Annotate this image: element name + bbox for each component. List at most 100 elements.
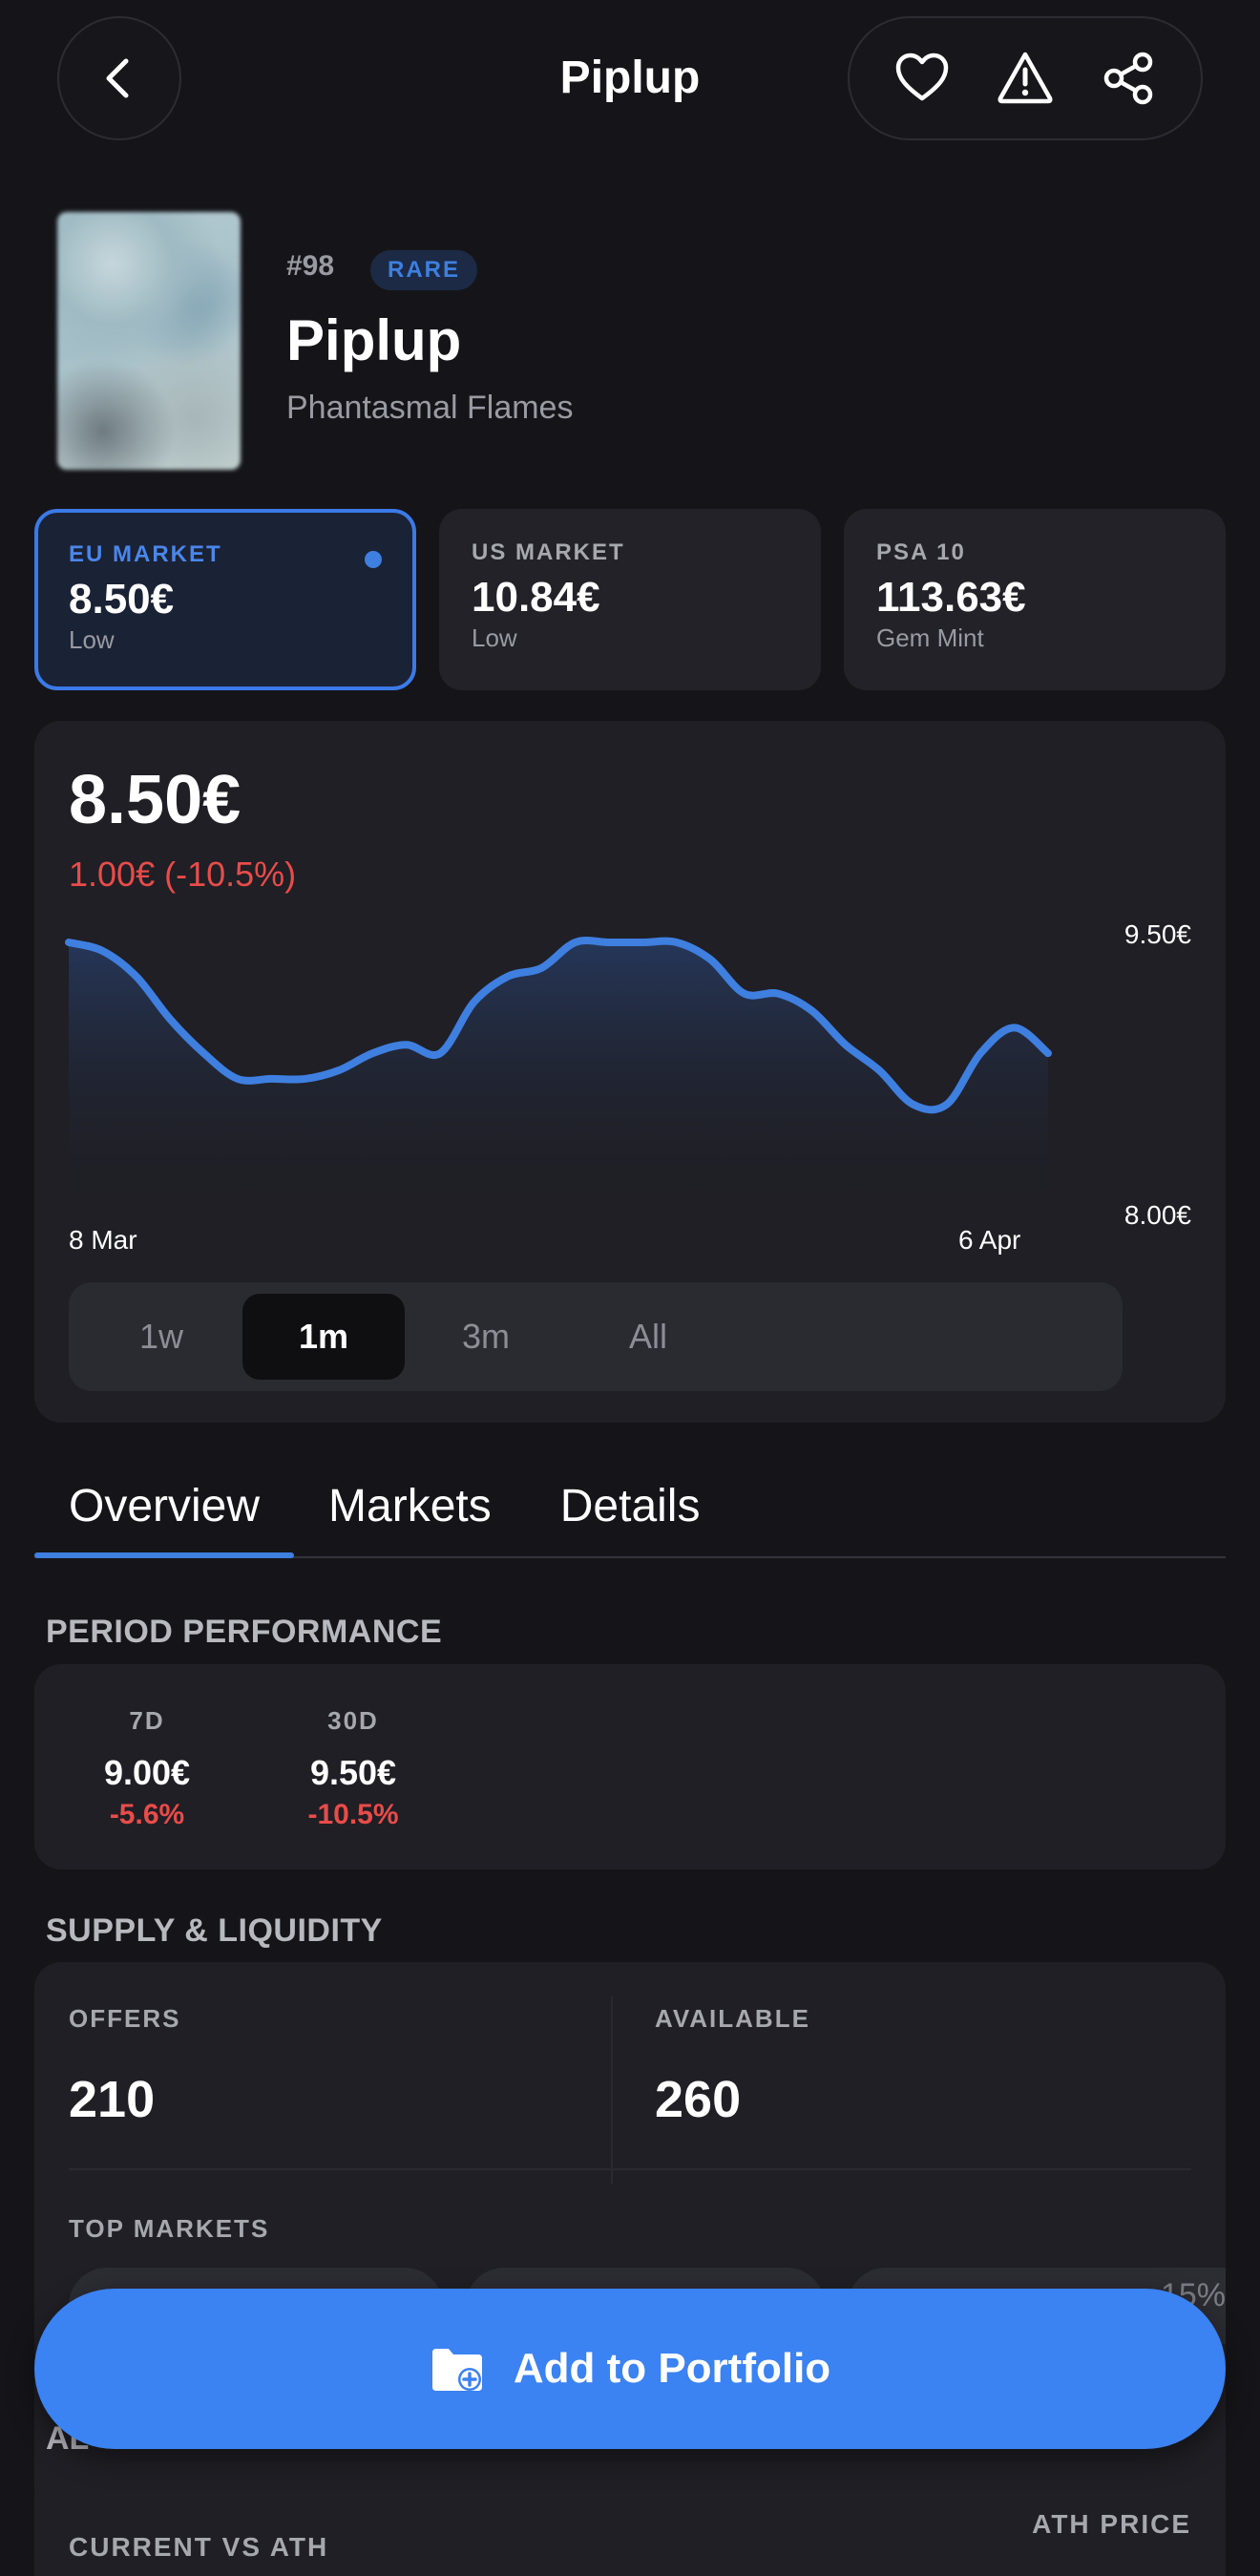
tab-markets[interactable]: Markets [328, 1481, 492, 1531]
market-tile-eu[interactable]: EU MARKET 8.50€ Low [34, 509, 416, 690]
market-tile-psa10[interactable]: PSA 10 113.63€ Gem Mint [844, 509, 1226, 690]
chart-point-28 [1009, 1022, 1020, 1033]
tab-overview[interactable]: Overview [34, 1461, 295, 1558]
chart-point-20 [739, 988, 750, 1000]
perf-change: -10.5% [307, 1799, 399, 1830]
period-performance-title: PERIOD PERFORMANCE [46, 1614, 443, 1650]
chart-area-fill [69, 940, 1048, 1213]
divider [69, 2168, 1191, 2170]
available-block: AVAILABLE 260 [655, 2004, 810, 2129]
range-3m[interactable]: 3m [461, 1317, 510, 1356]
offers-value: 210 [69, 2071, 156, 2128]
price-chart-card: 8.50€ 1.00€ (-10.5%) 9.50€ 8.00€ 8 Mar 6… [34, 721, 1226, 1423]
market-sub: Low [69, 625, 115, 654]
market-price: 113.63€ [876, 574, 1026, 621]
chart-point-10 [401, 1039, 412, 1050]
folder-add-icon [431, 2349, 482, 2391]
chart-point-24 [873, 1065, 885, 1076]
heart-icon [895, 53, 949, 101]
perf-value: 9.00€ [103, 1753, 191, 1792]
perf-item-7d: 7D 9.00€ -5.6% [71, 1706, 223, 1831]
y-tick-label-max: 9.50€ [1124, 919, 1191, 949]
top-markets-label: TOP MARKETS [69, 2214, 270, 2243]
chart-point-5 [232, 1073, 243, 1085]
chart-point-17 [637, 937, 648, 948]
chart-point-18 [671, 937, 682, 948]
chart-point-25 [907, 1099, 918, 1110]
offers-label: OFFERS [69, 2004, 181, 2033]
current-price: 8.50€ [69, 762, 242, 838]
range-all[interactable]: All [628, 1317, 667, 1356]
report-button[interactable] [987, 40, 1063, 116]
chart-point-1 [96, 945, 108, 957]
market-price: 10.84€ [472, 574, 600, 621]
perf-label: 7D [129, 1706, 165, 1735]
chart-point-26 [941, 1099, 953, 1110]
back-chevron-icon [106, 58, 129, 98]
chart-point-23 [840, 1039, 851, 1050]
market-price: 8.50€ [69, 576, 175, 623]
tab-details[interactable]: Details [559, 1481, 701, 1531]
divider [611, 1996, 613, 2184]
y-tick-label-min: 8.00€ [1124, 1200, 1191, 1230]
chart-point-3 [164, 1013, 176, 1024]
chart-point-15 [570, 937, 581, 948]
x-tick-label-end: 6 Apr [958, 1225, 1021, 1255]
share-icon [1103, 52, 1153, 105]
chart-point-0 [63, 937, 74, 948]
alert-triangle-icon [998, 52, 1053, 104]
market-label: US MARKET [472, 539, 625, 565]
share-button[interactable] [1090, 40, 1166, 116]
header-actions [848, 16, 1203, 140]
perf-change: -5.6% [109, 1799, 185, 1830]
chart-point-27 [975, 1047, 986, 1059]
range-1m[interactable]: 1m [242, 1294, 405, 1380]
card-number: #98 [286, 250, 335, 282]
card-image[interactable] [57, 212, 241, 470]
current-vs-ath-label: CURRENT VS ATH [69, 2532, 329, 2562]
range-selector: 1w 1m 3m All [69, 1282, 1123, 1391]
favorite-button[interactable] [884, 40, 960, 116]
card-set: Phantasmal Flames [286, 390, 574, 426]
price-chart[interactable] [34, 721, 1226, 1256]
ath-price-label: ATH PRICE [1032, 2509, 1191, 2539]
chart-point-2 [131, 971, 142, 982]
chart-line-series [65, 937, 1052, 1114]
perf-label: 30D [327, 1706, 379, 1735]
chart-point-6 [265, 1073, 277, 1085]
available-value: 260 [655, 2071, 742, 2128]
market-sub: Low [472, 623, 517, 652]
chart-point-7 [300, 1073, 311, 1085]
selected-indicator [365, 551, 382, 568]
chart-point-11 [434, 1047, 446, 1059]
add-to-portfolio-button[interactable]: Add to Portfolio [34, 2289, 1226, 2449]
x-tick-label-start: 8 Mar [69, 1225, 137, 1255]
chart-point-29 [1042, 1047, 1054, 1059]
available-label: AVAILABLE [655, 2004, 810, 2033]
offers-block: OFFERS 210 [69, 2004, 180, 2129]
price-change: 1.00€ (-10.5%) [69, 855, 297, 894]
perf-value: 9.50€ [309, 1753, 397, 1792]
chart-point-9 [367, 1047, 378, 1059]
chart-point-16 [603, 937, 615, 948]
rarity-badge: RARE [370, 250, 478, 290]
market-sub: Gem Mint [876, 623, 984, 652]
chart-point-12 [469, 997, 480, 1008]
card-name: Piplup [286, 308, 462, 372]
header: Piplup [0, 16, 1260, 140]
period-performance-card: 7D 9.00€ -5.6% 30D 9.50€ -10.5% [34, 1664, 1226, 1869]
chart-point-8 [333, 1065, 345, 1076]
range-1w[interactable]: 1w [138, 1317, 184, 1356]
market-tile-us[interactable]: US MARKET 10.84€ Low [439, 509, 821, 690]
chart-point-13 [502, 971, 514, 982]
chart-point-21 [772, 988, 784, 1000]
market-label: PSA 10 [876, 539, 966, 565]
ath-card: CURRENT VS ATH ATH PRICE [34, 2471, 1226, 2576]
back-button[interactable] [57, 16, 181, 140]
chart-point-19 [704, 954, 716, 965]
add-to-portfolio-label: Add to Portfolio [513, 2345, 831, 2392]
chart-point-4 [199, 1047, 210, 1059]
chart-point-22 [806, 1004, 817, 1016]
perf-item-30d: 30D 9.50€ -10.5% [277, 1706, 430, 1831]
supply-liquidity-title: SUPPLY & LIQUIDITY [46, 1912, 383, 1949]
